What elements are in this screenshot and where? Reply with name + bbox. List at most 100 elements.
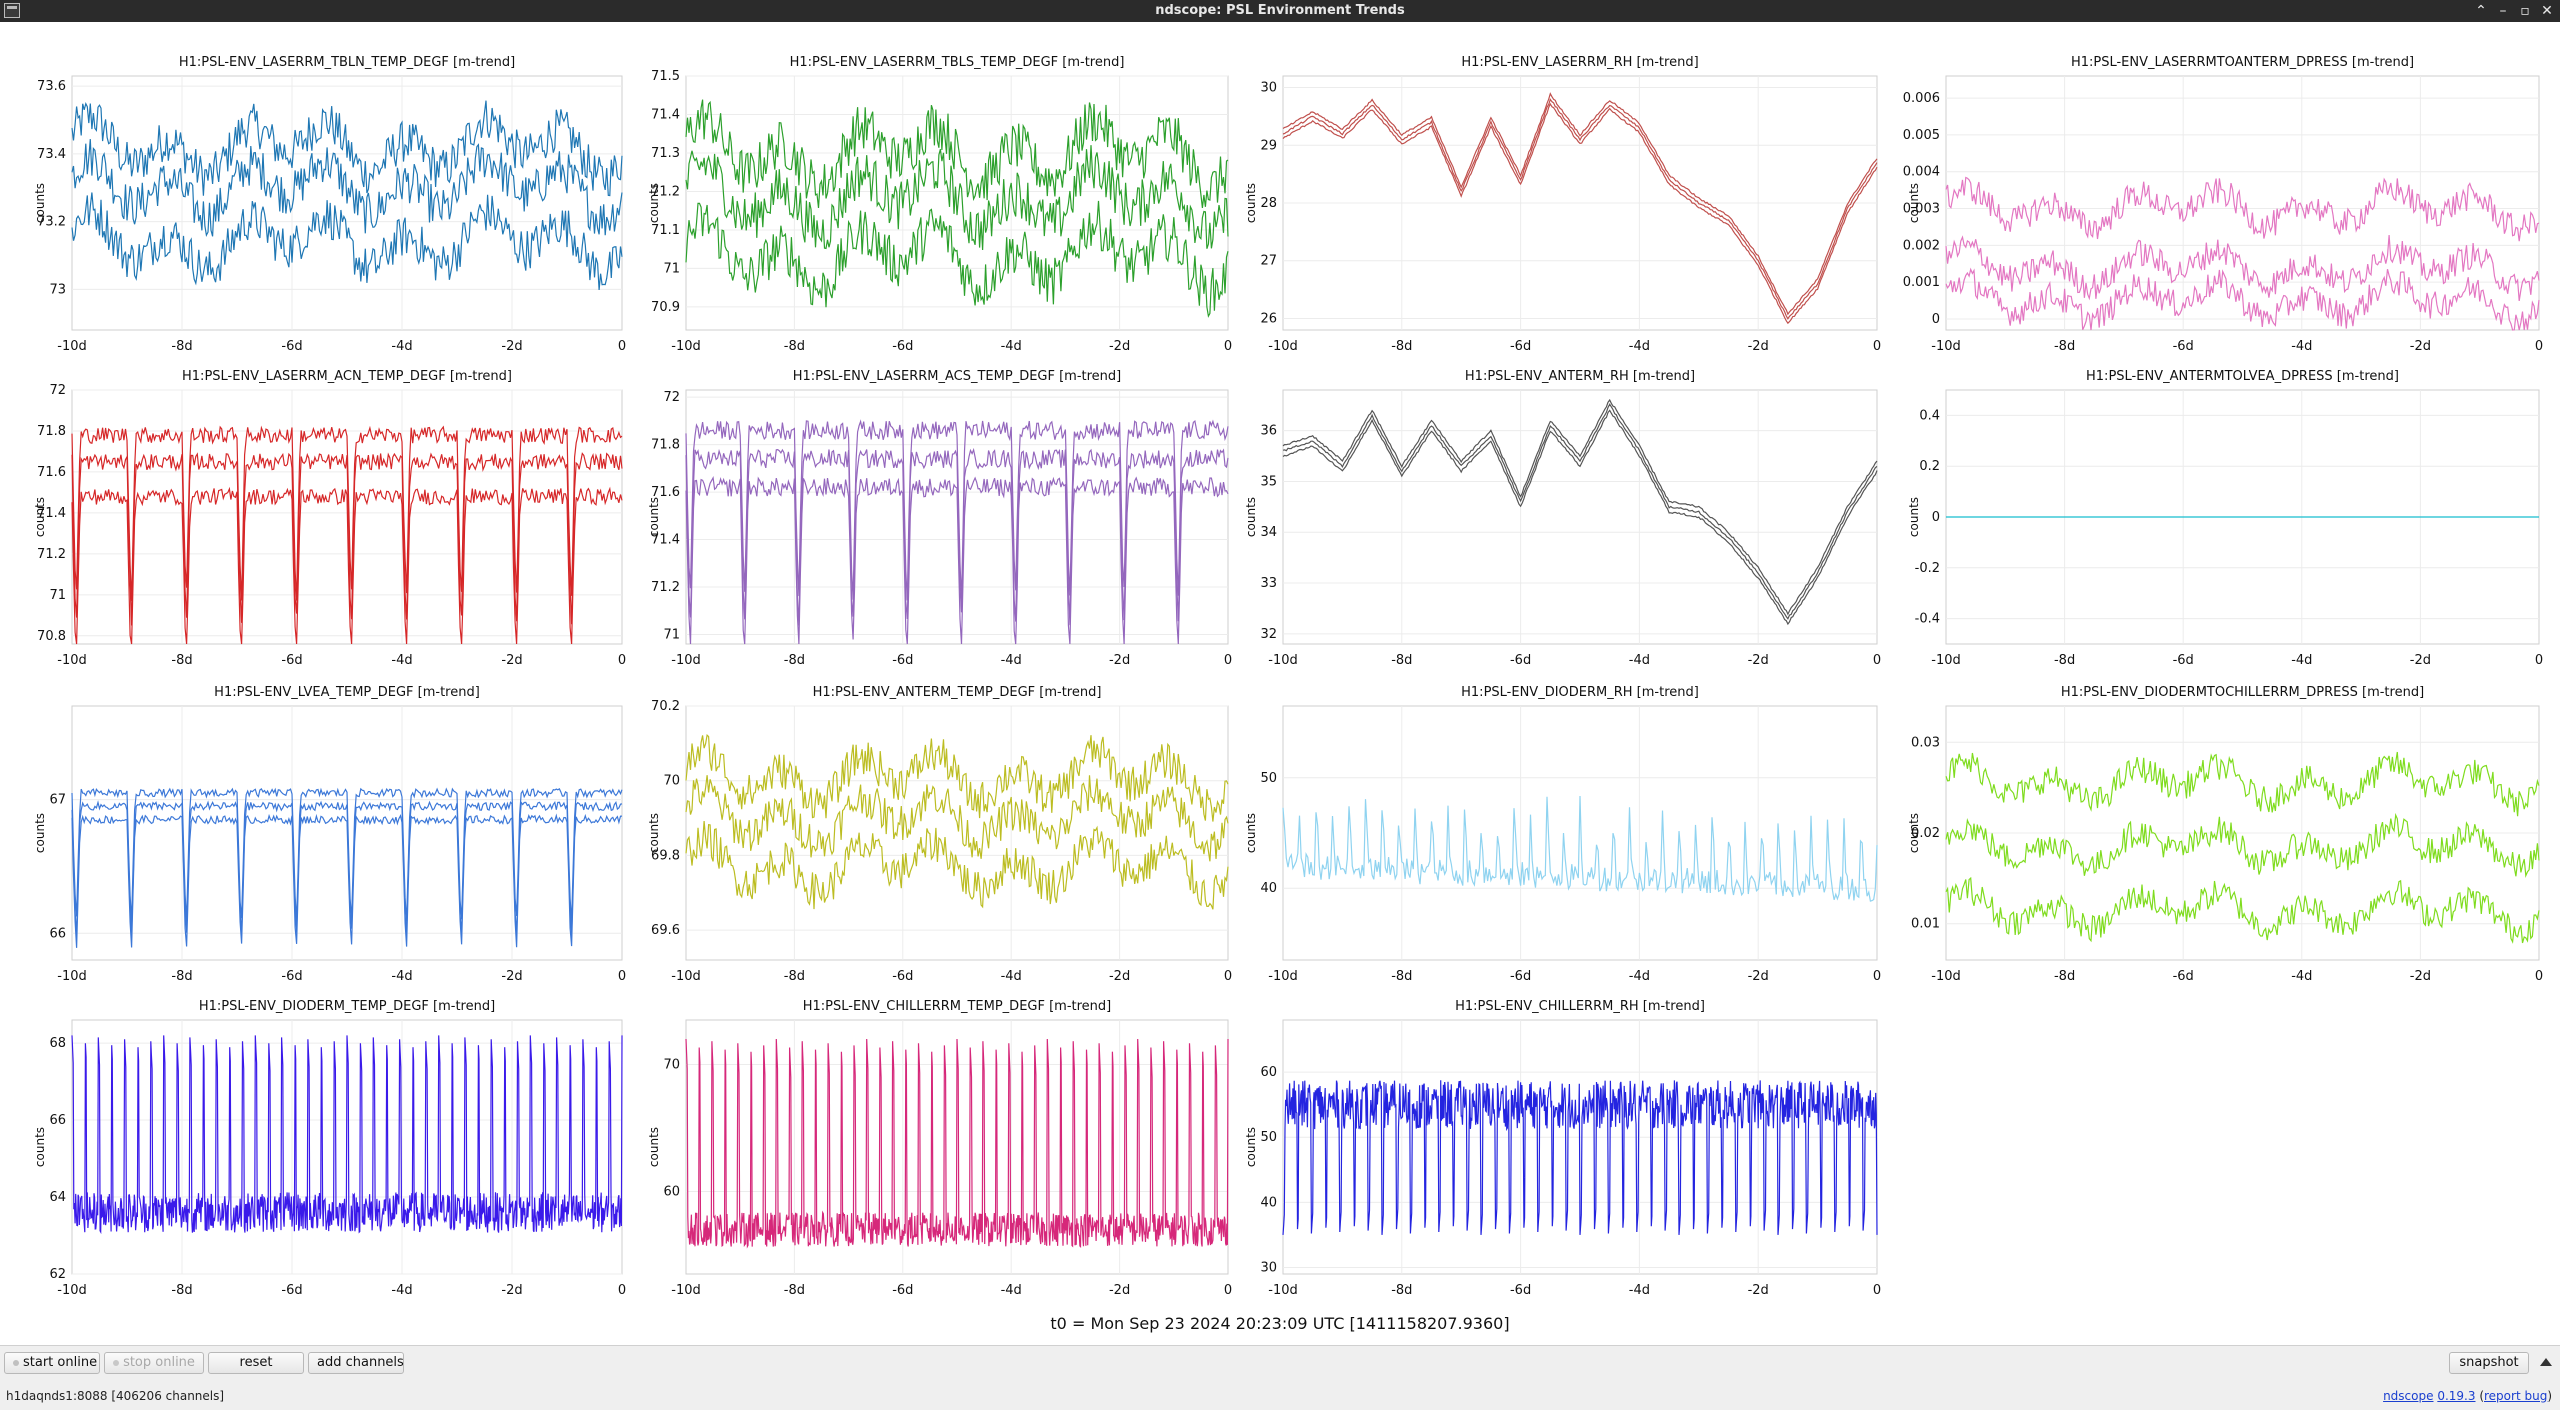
- series-line: [1282, 98, 1878, 320]
- x-tick-label: -2d: [1748, 653, 1769, 668]
- x-tick-label: -4d: [391, 339, 412, 354]
- x-tick-label: -10d: [671, 969, 701, 984]
- plot-panel[interactable]: H1:PSL-ENV_CHILLERRM_TEMP_DEGF [m-trend]…: [647, 999, 1232, 1298]
- y-tick-label: 70.8: [37, 629, 66, 644]
- y-tick-label: 60: [663, 1184, 680, 1199]
- plot-area[interactable]: [1282, 705, 1878, 961]
- x-tick-label: -8d: [171, 653, 192, 668]
- plot-title: H1:PSL-ENV_DIODERMTOCHILLERRM_DPRESS [m-…: [2061, 685, 2424, 700]
- y-tick-label: 71.2: [651, 184, 680, 199]
- app-menu-icon[interactable]: [4, 3, 20, 18]
- series-line: [685, 775, 1229, 862]
- y-tick-label: 0: [1932, 510, 1940, 525]
- maximize-icon[interactable]: ▫: [2520, 3, 2530, 19]
- series-line: [71, 139, 623, 237]
- y-tick-label: 0.03: [1911, 735, 1940, 750]
- y-tick-label: 50: [1260, 771, 1277, 786]
- x-tick-label: -6d: [892, 1283, 913, 1298]
- expand-arrow-icon[interactable]: [2540, 1358, 2552, 1366]
- y-tick-label: 0.002: [1903, 238, 1940, 253]
- start-online-label: start online: [23, 1355, 98, 1370]
- t0-label: t0 = Mon Sep 23 2024 20:23:09 UTC [14111…: [1050, 1314, 1510, 1333]
- x-tick-label: -2d: [1748, 1283, 1769, 1298]
- y-axis-label: counts: [1907, 813, 1921, 853]
- start-online-button[interactable]: start online: [4, 1352, 100, 1374]
- y-tick-label: 72: [49, 383, 66, 398]
- minimize-icon[interactable]: –: [2499, 3, 2507, 19]
- chevron-up-icon[interactable]: ⌃: [2475, 3, 2487, 19]
- y-tick-label: 66: [49, 1113, 66, 1128]
- snapshot-button[interactable]: snapshot: [2449, 1352, 2529, 1374]
- x-tick-label: -4d: [1629, 339, 1650, 354]
- plot-title: H1:PSL-ENV_ANTERMTOLVEA_DPRESS [m-trend]: [2086, 369, 2399, 384]
- x-tick-label: -2d: [1109, 339, 1130, 354]
- x-tick-label: -8d: [1391, 969, 1412, 984]
- plot-panel[interactable]: H1:PSL-ENV_LASERRM_RH [m-trend] counts 30 2…: [1244, 55, 1881, 354]
- plot-panel[interactable]: H1:PSL-ENV_CHILLERRM_RH [m-trend] counts 6…: [1244, 999, 1881, 1298]
- plot-panel[interactable]: H1:PSL-ENV_ANTERM_TEMP_DEGF [m-trend] cou…: [647, 685, 1232, 984]
- series-line: [685, 99, 1229, 208]
- plot-panel[interactable]: H1:PSL-ENV_ANTERMTOLVEA_DPRESS [m-trend]…: [1907, 369, 2543, 668]
- y-tick-label: 67: [49, 793, 66, 808]
- plot-panel[interactable]: H1:PSL-ENV_DIODERM_TEMP_DEGF [m-trend] co…: [33, 999, 626, 1298]
- plot-area[interactable]: [685, 389, 1229, 645]
- y-tick-label: 71.4: [37, 506, 66, 521]
- x-tick-label: -2d: [501, 1283, 522, 1298]
- x-tick-label: -8d: [784, 339, 805, 354]
- plot-panel[interactable]: H1:PSL-ENV_LASERRM_TBLN_TEMP_DEGF [m-tre…: [33, 55, 626, 354]
- report-bug-link[interactable]: report bug: [2484, 1389, 2548, 1403]
- plot-panel[interactable]: H1:PSL-ENV_DIODERM_RH [m-trend] counts 50 4…: [1244, 685, 1881, 984]
- plot-panel[interactable]: H1:PSL-ENV_LASERRM_ACS_TEMP_DEGF [m-tren…: [647, 369, 1232, 668]
- stop-online-label: stop online: [123, 1355, 195, 1370]
- x-tick-label: -10d: [671, 653, 701, 668]
- plot-panel[interactable]: H1:PSL-ENV_LASERRMTOANTERM_DPRESS [m-tre…: [1903, 55, 2543, 354]
- plot-grid: H1:PSL-ENV_LASERRM_TBLN_TEMP_DEGF [m-tre…: [33, 55, 2543, 1298]
- x-tick-label: -8d: [1391, 339, 1412, 354]
- plot-panel[interactable]: H1:PSL-ENV_ANTERM_RH [m-trend] counts 36 35…: [1244, 369, 1881, 668]
- series-line: [1945, 812, 2540, 878]
- x-tick-label: -8d: [1391, 1283, 1412, 1298]
- plot-area[interactable]: [1282, 389, 1878, 645]
- server-status: h1daqnds1:8088 [406206 channels]: [6, 1389, 225, 1403]
- x-tick-label: -8d: [171, 339, 192, 354]
- series-line: [71, 425, 623, 601]
- plot-area[interactable]: [685, 75, 1229, 331]
- ndscope-link[interactable]: ndscope: [2383, 1389, 2434, 1403]
- y-axis-label: counts: [33, 183, 47, 223]
- series-line: [71, 100, 623, 197]
- plot-title: H1:PSL-ENV_DIODERM_RH [m-trend]: [1461, 685, 1699, 700]
- series-line: [1282, 409, 1878, 626]
- plot-panel[interactable]: H1:PSL-ENV_DIODERMTOCHILLERRM_DPRESS [m-…: [1907, 685, 2543, 984]
- x-tick-label: -10d: [671, 339, 701, 354]
- series-line: [71, 486, 623, 645]
- y-tick-label: 40: [1260, 881, 1277, 896]
- add-channels-button[interactable]: add channels: [308, 1352, 404, 1374]
- plot-panel[interactable]: H1:PSL-ENV_LVEA_TEMP_DEGF [m-trend] count…: [33, 685, 626, 984]
- y-tick-label: 62: [49, 1267, 66, 1282]
- close-icon[interactable]: ✕: [2541, 3, 2553, 19]
- y-tick-label: 0.003: [1903, 202, 1940, 217]
- x-tick-label: -4d: [391, 1283, 412, 1298]
- plot-panel[interactable]: H1:PSL-ENV_LASERRM_TBLS_TEMP_DEGF [m-tre…: [647, 55, 1232, 354]
- bottom-toolbar: start online stop online reset add chann…: [0, 1345, 2560, 1410]
- x-tick-label: -6d: [2173, 969, 2194, 984]
- reset-button[interactable]: reset: [208, 1352, 304, 1374]
- plot-title: H1:PSL-ENV_LASERRM_ACN_TEMP_DEGF [m-tren…: [182, 369, 512, 384]
- version-link[interactable]: 0.19.3: [2437, 1389, 2476, 1403]
- x-tick-label: 0: [2535, 653, 2543, 668]
- series-line: [685, 821, 1229, 910]
- y-tick-label: 32: [1260, 627, 1277, 642]
- x-tick-label: -6d: [281, 653, 302, 668]
- x-tick-label: -8d: [2054, 969, 2075, 984]
- y-tick-label: 71.8: [651, 438, 680, 453]
- x-tick-label: -6d: [892, 969, 913, 984]
- y-tick-label: 71.6: [37, 465, 66, 480]
- y-tick-label: -0.4: [1915, 612, 1940, 627]
- plot-area[interactable]: [685, 705, 1229, 961]
- x-tick-label: 0: [1224, 1283, 1232, 1298]
- y-tick-label: 0.006: [1903, 91, 1940, 106]
- series-line: [1945, 176, 2540, 242]
- x-tick-label: 0: [1224, 653, 1232, 668]
- y-tick-label: 40: [1260, 1195, 1277, 1210]
- plot-panel[interactable]: H1:PSL-ENV_LASERRM_ACN_TEMP_DEGF [m-tren…: [33, 369, 626, 668]
